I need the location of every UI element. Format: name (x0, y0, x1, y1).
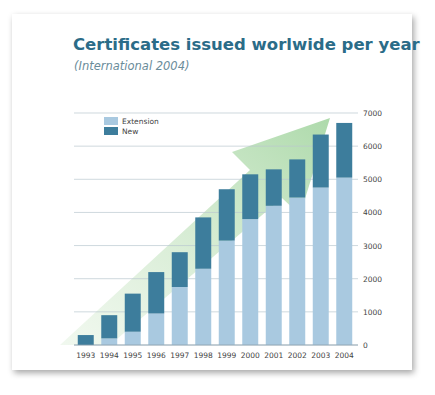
y-tick-label: 4000 (363, 208, 382, 217)
bar-segment (289, 159, 305, 197)
x-tick-label: 1998 (194, 351, 213, 360)
bar-segment (266, 206, 282, 345)
grid-line (74, 345, 358, 346)
x-tick-label: 2002 (288, 351, 307, 360)
x-tick-label: 1996 (147, 351, 166, 360)
x-tick-label: 1999 (217, 351, 236, 360)
legend-swatch (104, 127, 118, 135)
bars (78, 123, 352, 345)
y-tick-label: 2000 (363, 275, 382, 284)
y-tick-label: 7000 (363, 109, 382, 118)
bar-segment (125, 294, 141, 332)
grid (74, 113, 358, 345)
y-tick-label: 3000 (363, 242, 382, 251)
y-tick-label: 1000 (363, 308, 382, 317)
x-tick-label: 2001 (264, 351, 283, 360)
chart-svg: 0 1000 2000 3000 4000 5000 6000 7000 1993 1994 199… (0, 0, 435, 395)
bar-segment (148, 314, 164, 345)
x-tick-label: 1994 (100, 351, 119, 360)
baseline (74, 345, 358, 346)
bar-segment (336, 123, 352, 178)
bar-segment (125, 332, 141, 345)
bar-segment (195, 269, 211, 345)
x-tick-label: 1997 (170, 351, 189, 360)
bar-segment (101, 315, 117, 338)
background-arrow (60, 118, 330, 345)
bar-segment (313, 188, 329, 345)
bar-segment (78, 335, 94, 345)
y-tick-label: 5000 (363, 175, 382, 184)
legend: ExtensionNew (104, 117, 159, 136)
bar-segment (219, 241, 235, 345)
x-tick-label: 2004 (335, 351, 354, 360)
subtitle: (International 2004) (74, 59, 190, 73)
x-tick-label: 2000 (241, 351, 260, 360)
card (12, 14, 412, 370)
chart-root: 0 1000 2000 3000 4000 5000 6000 7000 1993 1994 199… (0, 0, 435, 395)
title: Certificates issued worlwide per year (73, 35, 421, 54)
y-tick-label: 6000 (363, 142, 382, 151)
bar-segment (172, 252, 188, 287)
bar-segment (195, 217, 211, 268)
x-tick-label: 1995 (123, 351, 142, 360)
bar-segment (313, 135, 329, 188)
legend-label: Extension (122, 117, 159, 126)
legend-label: New (122, 127, 138, 136)
bar-segment (242, 219, 258, 345)
x-tick-label: 1993 (76, 351, 95, 360)
bar-segment (101, 338, 117, 345)
bar-segment (219, 189, 235, 240)
bar-segment (289, 198, 305, 345)
bar-segment (336, 178, 352, 345)
bar-segment (266, 169, 282, 205)
bar-segment (242, 174, 258, 219)
y-tick-label: 0 (363, 341, 368, 350)
bar-segment (172, 287, 188, 345)
bar-segment (148, 272, 164, 313)
grid-line (74, 113, 358, 114)
legend-swatch (104, 117, 118, 125)
x-tick-label: 2003 (311, 351, 330, 360)
